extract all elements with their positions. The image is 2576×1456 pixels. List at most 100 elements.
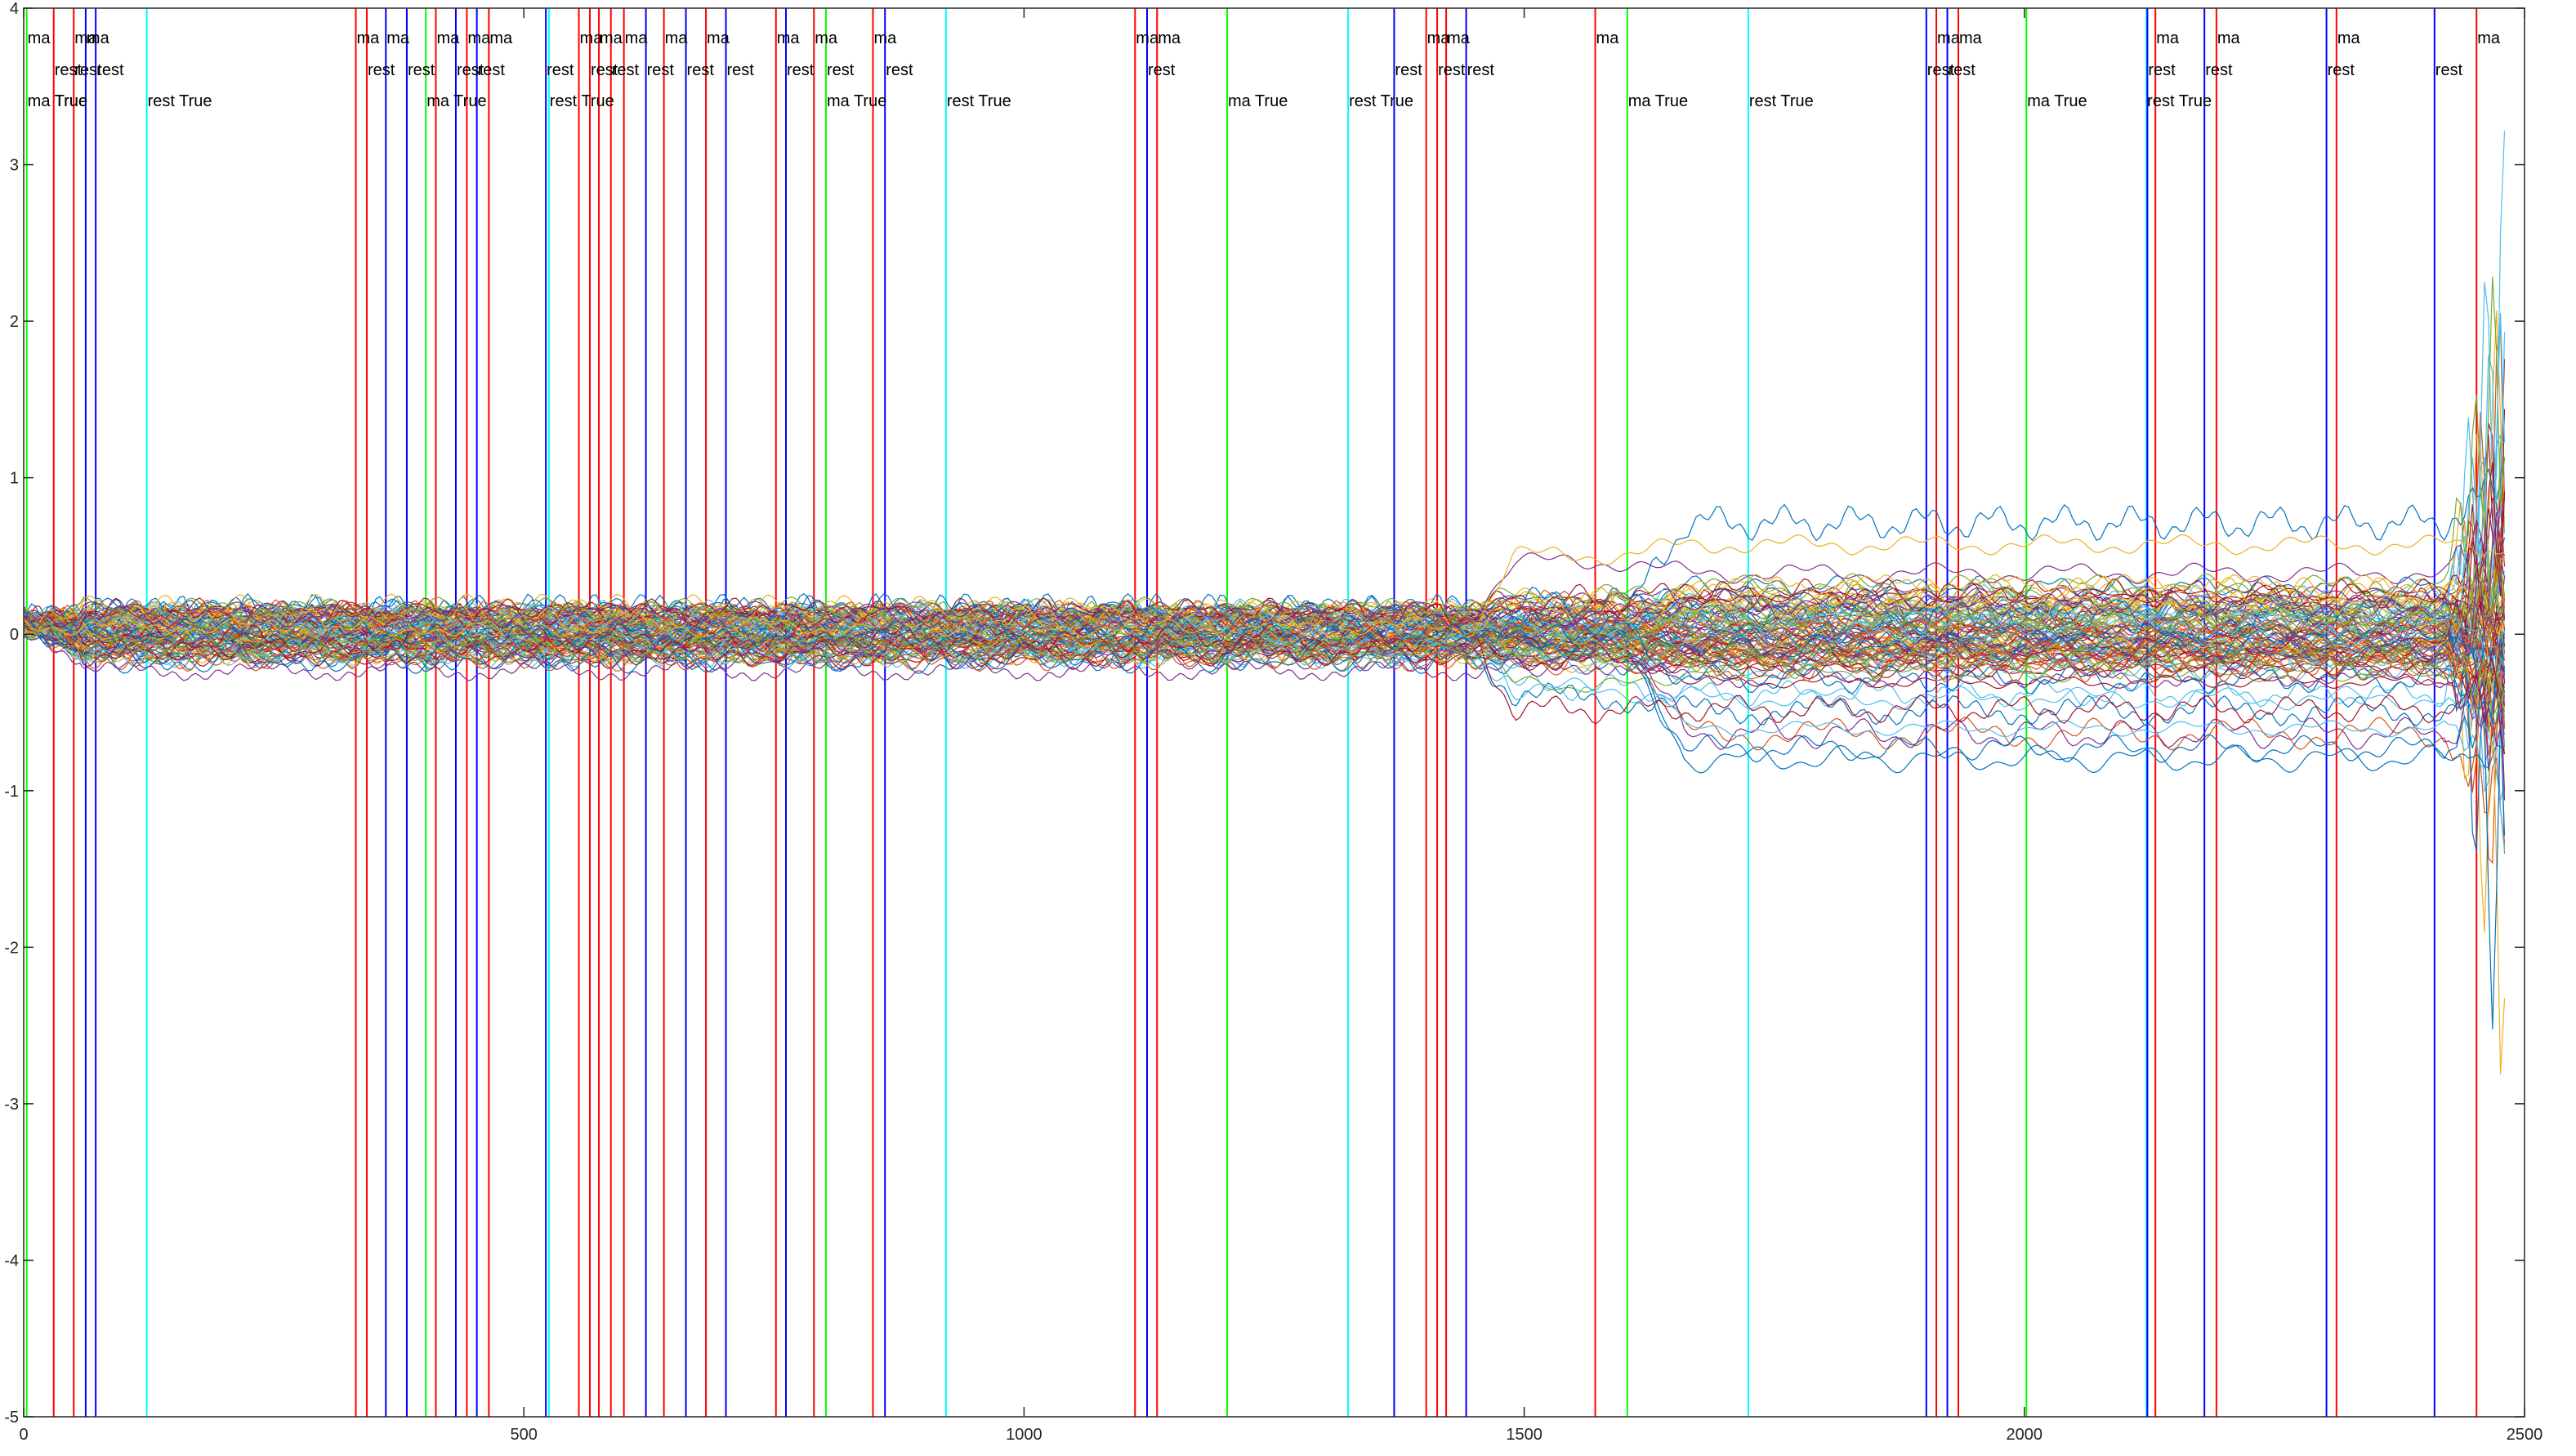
series-line (23, 621, 2506, 720)
series-line (23, 131, 2506, 634)
series-line (23, 611, 2505, 648)
event-label: ma (2477, 29, 2501, 47)
event-label: ma (386, 29, 410, 47)
series-line (23, 622, 2506, 747)
event-label: rest (2328, 61, 2355, 79)
x-tick-label: 1000 (1006, 1426, 1042, 1444)
event-label: ma (74, 29, 98, 47)
event-label: ma True (28, 92, 87, 110)
event-label: ma (2156, 29, 2180, 47)
event-label: rest (1438, 61, 1466, 79)
event-label: ma (815, 29, 838, 47)
event-label: rest True (1749, 92, 1814, 110)
x-tick-label: 2500 (2507, 1426, 2543, 1444)
event-label: ma (489, 29, 513, 47)
event-label: ma (1959, 29, 1983, 47)
event-markers (25, 8, 2478, 1417)
y-tick-label: -3 (4, 1096, 19, 1114)
event-label: rest (727, 61, 755, 79)
event-label: rest (478, 61, 506, 79)
event-label: rest (1467, 61, 1495, 79)
plot-frame (23, 7, 2525, 1418)
event-label: rest (1395, 61, 1422, 79)
series-line (23, 462, 2506, 661)
event-label: ma (1136, 29, 1159, 47)
event-label: rest (2205, 61, 2233, 79)
event-label: ma (1596, 29, 1620, 47)
y-tick-label: 0 (10, 626, 19, 644)
series-line (23, 610, 2506, 712)
event-label: rest True (1349, 92, 1413, 110)
series-line (23, 612, 2506, 724)
event-label: rest (787, 61, 815, 79)
event-label: rest True (148, 92, 212, 110)
event-label: rest (96, 61, 124, 79)
series-line (23, 603, 2506, 719)
event-label: rest (886, 61, 913, 79)
series-line (23, 576, 2506, 654)
event-label: rest (408, 61, 435, 79)
series-line (23, 592, 2506, 654)
y-tick-label: -2 (4, 939, 19, 957)
event-label: rest (687, 61, 715, 79)
event-label: ma (707, 29, 730, 47)
event-label: ma (1937, 29, 1961, 47)
event-label: rest (2435, 61, 2463, 79)
series-line (23, 497, 2506, 632)
y-tick-label: -4 (4, 1252, 19, 1270)
event-label: rest (1927, 61, 1955, 79)
series-lines (23, 131, 2506, 1074)
series-line (23, 332, 2506, 632)
series-line (23, 569, 2506, 638)
event-label: rest (827, 61, 855, 79)
event-label: rest (612, 61, 640, 79)
series-line (23, 276, 2506, 634)
x-tick-label: 2000 (2007, 1426, 2043, 1444)
event-label: ma (436, 29, 460, 47)
y-tick-label: 1 (10, 470, 19, 488)
series-line (23, 534, 2505, 638)
y-tick-label: 3 (10, 157, 19, 175)
x-tick-label: 0 (19, 1426, 28, 1444)
event-label: rest (2148, 61, 2176, 79)
event-label: rest True (947, 92, 1011, 110)
event-label: ma (1447, 29, 1471, 47)
series-line (23, 533, 2506, 643)
event-label: rest True (2147, 92, 2212, 110)
event-label: ma (1427, 29, 1451, 47)
event-label: ma (777, 29, 801, 47)
event-label: rest (1148, 61, 1176, 79)
series-line (23, 610, 2506, 763)
event-label: ma (1158, 29, 1181, 47)
event-label: ma (665, 29, 689, 47)
event-label: rest (591, 61, 618, 79)
event-label: ma (467, 29, 491, 47)
event-label: ma (874, 29, 898, 47)
event-label: ma (2337, 29, 2361, 47)
y-tick-label: -5 (4, 1409, 19, 1427)
event-label: rest True (550, 92, 614, 110)
event-label: ma True (1628, 92, 1688, 110)
x-tick-label: 1500 (1506, 1426, 1542, 1444)
event-label: rest (1949, 61, 1976, 79)
event-label: rest (457, 61, 484, 79)
event-label: ma (357, 29, 381, 47)
event-label: ma (600, 29, 623, 47)
event-label: ma (28, 29, 51, 47)
x-tick-label: 500 (511, 1426, 538, 1444)
series-line (23, 550, 2506, 653)
event-label: ma (580, 29, 604, 47)
axes: 0 500 1000 1500 2000 2500 -5 -4 -3 -2 -1 0 1 2 3 4 (4, 0, 2543, 1444)
y-tick-label: -1 (4, 783, 19, 801)
event-label: ma (625, 29, 649, 47)
event-label: True (55, 92, 87, 110)
y-tick-label: 4 (10, 0, 19, 18)
y-tick-label: 2 (10, 313, 19, 331)
event-label: rest (547, 61, 574, 79)
series-line (23, 623, 2506, 737)
series-line (23, 613, 2506, 1074)
event-label: rest (55, 61, 83, 79)
event-label: ma True (426, 92, 486, 110)
